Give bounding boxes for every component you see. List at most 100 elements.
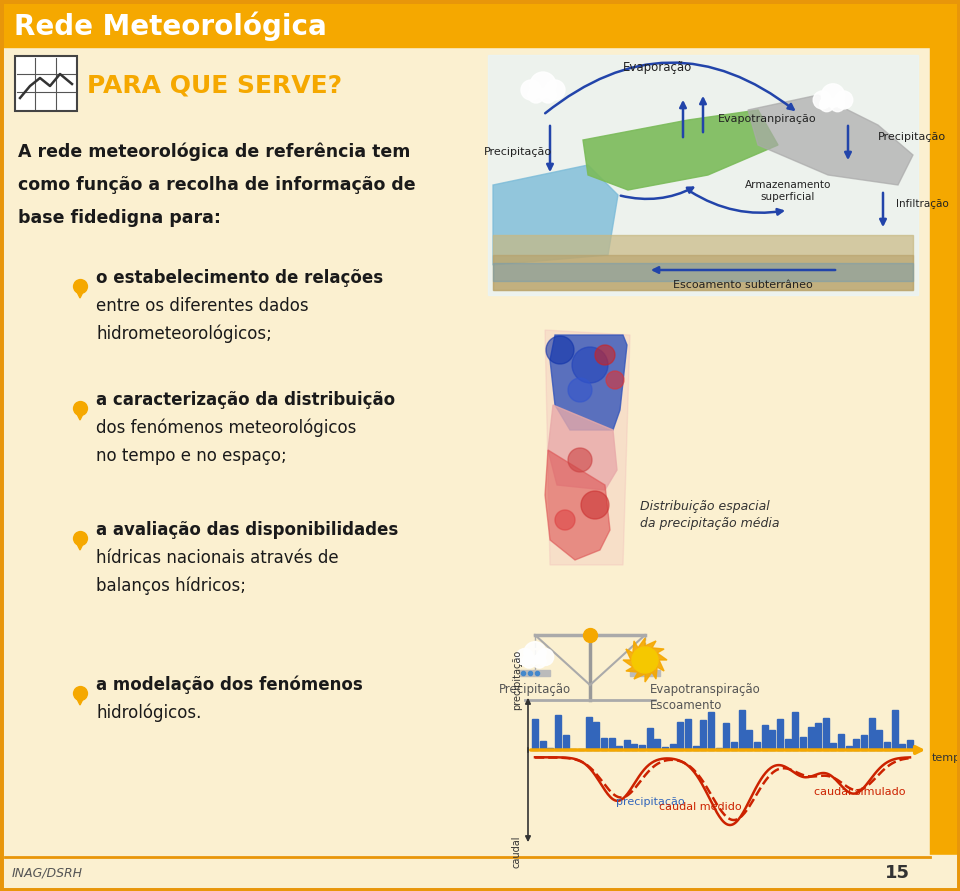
Text: precipitação: precipitação bbox=[615, 797, 684, 807]
Text: base fidedigna para:: base fidedigna para: bbox=[18, 209, 221, 227]
Bar bbox=[685, 719, 691, 750]
Bar bbox=[570, 749, 576, 750]
Text: Precipitação: Precipitação bbox=[878, 132, 947, 142]
Bar bbox=[493, 263, 913, 281]
Bar bbox=[520, 670, 550, 676]
Circle shape bbox=[524, 642, 546, 664]
Text: hidrológicos.: hidrológicos. bbox=[96, 704, 202, 723]
Text: entre os diferentes dados: entre os diferentes dados bbox=[96, 297, 308, 315]
Bar bbox=[846, 746, 852, 750]
Text: PARA QUE SERVE?: PARA QUE SERVE? bbox=[87, 73, 342, 97]
Text: Evapotranspiração
Escoamento: Evapotranspiração Escoamento bbox=[650, 683, 760, 712]
Bar bbox=[547, 748, 553, 750]
Bar bbox=[884, 742, 890, 750]
Polygon shape bbox=[493, 165, 618, 265]
Bar bbox=[769, 730, 776, 750]
Bar bbox=[678, 722, 684, 750]
Polygon shape bbox=[548, 405, 617, 490]
Bar bbox=[738, 710, 745, 750]
Circle shape bbox=[540, 87, 556, 103]
Text: INAG/DSRH: INAG/DSRH bbox=[12, 867, 83, 879]
Polygon shape bbox=[545, 330, 630, 565]
Text: tempo: tempo bbox=[932, 753, 960, 763]
Text: como função a recolha de informação de: como função a recolha de informação de bbox=[18, 176, 416, 194]
Circle shape bbox=[835, 91, 852, 109]
Bar bbox=[540, 740, 545, 750]
Bar bbox=[578, 749, 584, 750]
Polygon shape bbox=[748, 95, 913, 185]
Bar bbox=[586, 717, 591, 750]
Text: Distribuição espacial
da precipitação média: Distribuição espacial da precipitação mé… bbox=[640, 500, 780, 530]
Bar bbox=[792, 712, 798, 750]
Bar bbox=[900, 744, 905, 750]
Text: Evapotranpiração: Evapotranpiração bbox=[718, 114, 817, 124]
Bar bbox=[800, 737, 805, 750]
Bar bbox=[0, 855, 960, 891]
Circle shape bbox=[632, 647, 658, 673]
Text: caudal simulado: caudal simulado bbox=[814, 787, 905, 797]
Bar bbox=[777, 719, 783, 750]
Text: precipitação: precipitação bbox=[512, 650, 522, 710]
Text: caudal medido: caudal medido bbox=[659, 802, 741, 812]
Bar bbox=[723, 723, 730, 750]
Bar bbox=[830, 743, 836, 750]
Polygon shape bbox=[623, 638, 667, 682]
Bar bbox=[488, 55, 918, 295]
Text: dos fenómenos meteorológicos: dos fenómenos meteorológicos bbox=[96, 419, 356, 437]
Circle shape bbox=[606, 371, 624, 389]
Bar bbox=[754, 741, 760, 750]
Bar bbox=[731, 741, 737, 750]
Circle shape bbox=[568, 378, 592, 402]
Bar bbox=[15, 56, 77, 111]
Text: Escoamento subterrâneo: Escoamento subterrâneo bbox=[673, 280, 813, 290]
Polygon shape bbox=[75, 540, 85, 550]
Bar bbox=[632, 744, 637, 750]
Text: 15: 15 bbox=[885, 864, 910, 882]
Bar bbox=[630, 670, 660, 676]
Bar bbox=[662, 747, 668, 750]
Polygon shape bbox=[550, 335, 627, 430]
Bar bbox=[853, 739, 859, 750]
Bar bbox=[616, 746, 622, 750]
Bar bbox=[815, 723, 821, 750]
Bar bbox=[701, 720, 707, 750]
Text: no tempo e no espaço;: no tempo e no espaço; bbox=[96, 447, 287, 465]
Text: hidrometeorológicos;: hidrometeorológicos; bbox=[96, 324, 272, 343]
Circle shape bbox=[522, 655, 536, 668]
Text: hídricas nacionais através de: hídricas nacionais através de bbox=[96, 549, 339, 567]
Circle shape bbox=[528, 87, 544, 103]
Polygon shape bbox=[75, 695, 85, 705]
Bar bbox=[563, 735, 568, 750]
Circle shape bbox=[537, 649, 554, 666]
Circle shape bbox=[581, 491, 609, 519]
Bar bbox=[861, 735, 867, 750]
Bar bbox=[647, 728, 653, 750]
Circle shape bbox=[530, 72, 556, 98]
Bar bbox=[784, 740, 790, 750]
Bar bbox=[892, 710, 898, 750]
Circle shape bbox=[546, 336, 574, 364]
Bar bbox=[869, 718, 875, 750]
Text: Precipitação: Precipitação bbox=[484, 147, 552, 157]
Text: Precipitação: Precipitação bbox=[499, 683, 571, 696]
Text: a avaliação das disponibilidades: a avaliação das disponibilidades bbox=[96, 521, 398, 539]
Text: Rede Meteorológica: Rede Meteorológica bbox=[14, 12, 326, 41]
Bar bbox=[593, 722, 599, 750]
Bar bbox=[624, 740, 630, 750]
Bar bbox=[708, 713, 714, 750]
Bar bbox=[655, 739, 660, 750]
Circle shape bbox=[545, 80, 565, 100]
Circle shape bbox=[595, 345, 615, 365]
Circle shape bbox=[533, 655, 546, 668]
Text: balanços hídricos;: balanços hídricos; bbox=[96, 576, 246, 595]
Text: a caracterização da distribuição: a caracterização da distribuição bbox=[96, 391, 396, 409]
Bar bbox=[493, 255, 913, 290]
Circle shape bbox=[555, 510, 575, 530]
Bar bbox=[639, 745, 645, 750]
Polygon shape bbox=[583, 110, 778, 190]
Bar bbox=[532, 718, 538, 750]
Polygon shape bbox=[75, 410, 85, 420]
Bar bbox=[876, 730, 882, 750]
Text: o estabelecimento de relações: o estabelecimento de relações bbox=[96, 269, 383, 287]
Bar bbox=[838, 734, 844, 750]
